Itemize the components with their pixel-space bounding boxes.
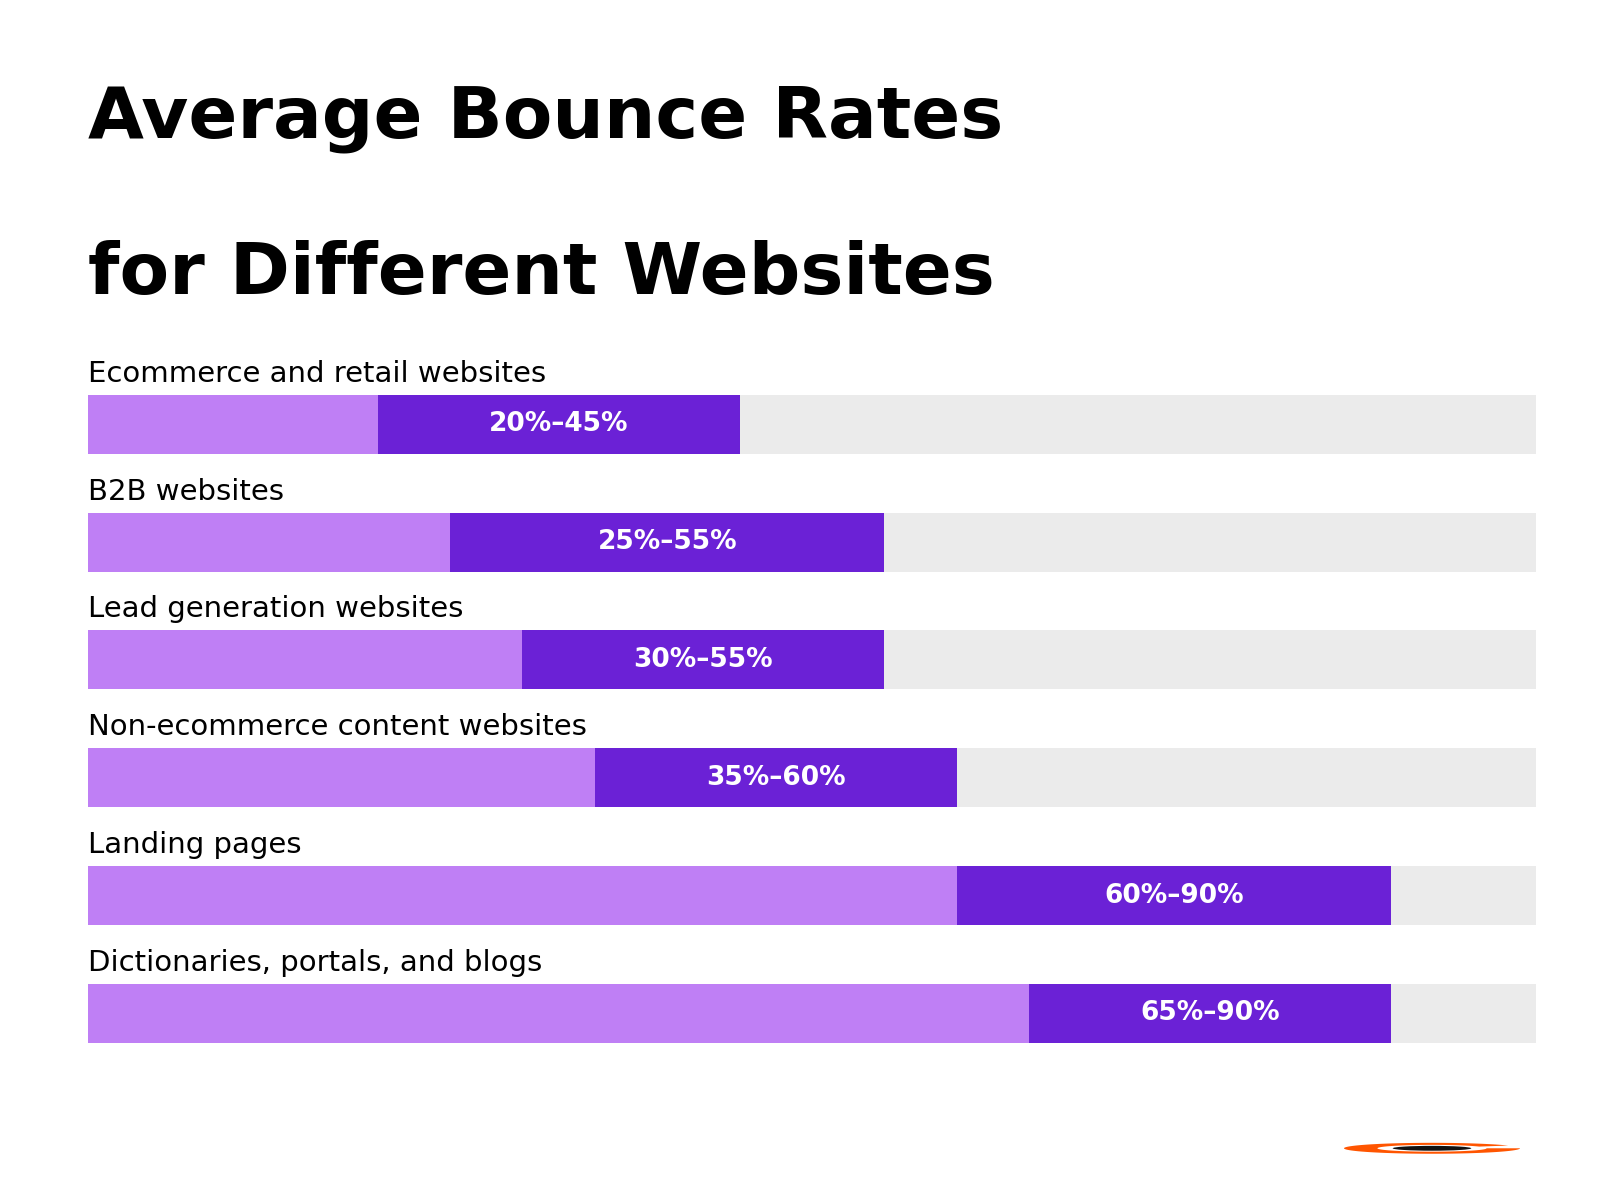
Bar bbox=[1029, 984, 1392, 1042]
Text: Dictionaries, portals, and blogs: Dictionaries, portals, and blogs bbox=[88, 949, 542, 976]
Text: B2B websites: B2B websites bbox=[88, 478, 285, 506]
Bar bbox=[957, 866, 1392, 925]
Bar bbox=[88, 749, 595, 807]
Bar bbox=[378, 395, 739, 454]
Bar bbox=[88, 630, 523, 689]
PathPatch shape bbox=[1344, 1143, 1520, 1154]
Bar bbox=[88, 395, 1536, 454]
Text: 25%–55%: 25%–55% bbox=[597, 530, 738, 555]
Bar bbox=[88, 513, 1536, 571]
Text: semrush.com: semrush.com bbox=[64, 1136, 224, 1161]
Bar bbox=[88, 866, 1536, 925]
Circle shape bbox=[1392, 1145, 1472, 1151]
Bar bbox=[88, 513, 450, 571]
Text: Lead generation websites: Lead generation websites bbox=[88, 595, 464, 623]
Text: 65%–90%: 65%–90% bbox=[1141, 1000, 1280, 1027]
Bar bbox=[450, 513, 885, 571]
Bar bbox=[523, 630, 885, 689]
Text: 60%–90%: 60%–90% bbox=[1104, 883, 1243, 908]
Bar bbox=[88, 866, 957, 925]
Bar bbox=[88, 630, 1536, 689]
Bar bbox=[88, 984, 1536, 1042]
Bar bbox=[88, 749, 1536, 807]
Text: 20%–45%: 20%–45% bbox=[490, 411, 629, 437]
Text: SEMRUSH: SEMRUSH bbox=[1480, 1135, 1600, 1162]
Text: Non-ecommerce content websites: Non-ecommerce content websites bbox=[88, 713, 587, 742]
Text: Ecommerce and retail websites: Ecommerce and retail websites bbox=[88, 359, 546, 388]
Text: 35%–60%: 35%–60% bbox=[706, 764, 846, 791]
Text: Landing pages: Landing pages bbox=[88, 831, 301, 859]
Text: 30%–55%: 30%–55% bbox=[634, 647, 773, 673]
Bar bbox=[88, 984, 1029, 1042]
Bar bbox=[595, 749, 957, 807]
Bar bbox=[88, 395, 378, 454]
Text: for Different Websites: for Different Websites bbox=[88, 240, 995, 309]
Text: Average Bounce Rates: Average Bounce Rates bbox=[88, 84, 1003, 153]
